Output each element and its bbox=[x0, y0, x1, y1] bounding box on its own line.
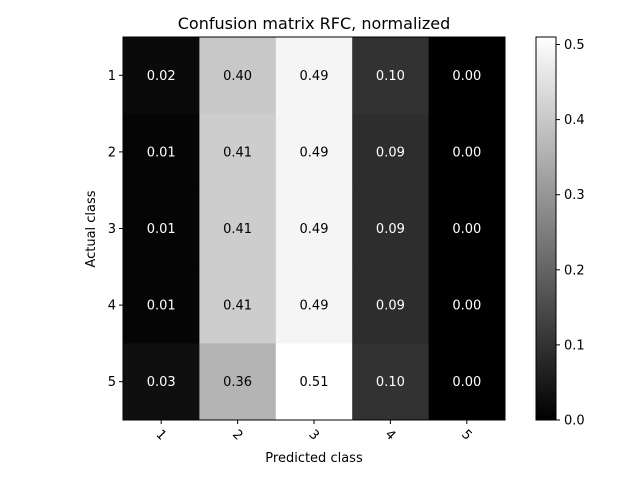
heatmap-cell-r3-c2 bbox=[199, 190, 277, 268]
colorbar-tick-label: 0.4 bbox=[564, 113, 585, 128]
cell-value-label: 0.00 bbox=[452, 299, 481, 314]
cell-value-label: 0.36 bbox=[223, 375, 252, 390]
cell-value-label: 0.49 bbox=[300, 222, 329, 237]
y-tick-label: 2 bbox=[108, 145, 116, 160]
heatmap-cell-r2-c1 bbox=[123, 113, 200, 191]
cell-value-label: 0.09 bbox=[376, 145, 405, 160]
colorbar bbox=[535, 36, 557, 421]
x-axis-label: Predicted class bbox=[265, 451, 363, 466]
cell-value-label: 0.09 bbox=[376, 222, 405, 237]
cell-value-label: 0.41 bbox=[223, 299, 252, 314]
chart-title: Confusion matrix RFC, normalized bbox=[178, 14, 450, 33]
heatmap-cell-r1-c4 bbox=[352, 37, 430, 115]
cell-value-label: 0.10 bbox=[376, 375, 405, 390]
heatmap-cell-r3-c4 bbox=[352, 190, 430, 268]
heatmap-cell-r5-c2 bbox=[199, 343, 277, 421]
heatmap-cell-r1-c1 bbox=[123, 37, 200, 115]
cell-value-label: 0.01 bbox=[147, 222, 176, 237]
heatmap-cell-r5-c1 bbox=[123, 343, 200, 421]
cell-value-label: 0.03 bbox=[147, 375, 176, 390]
heatmap-cell-r5-c4 bbox=[352, 343, 430, 421]
y-tick-label: 4 bbox=[108, 299, 116, 314]
colorbar-tick-label: 0.2 bbox=[564, 263, 585, 278]
y-tick-label: 1 bbox=[108, 69, 116, 84]
cell-value-label: 0.41 bbox=[223, 222, 252, 237]
heatmap-cell-r2-c5 bbox=[428, 113, 506, 191]
colorbar-tick-label: 0.0 bbox=[564, 414, 585, 429]
heatmap-cell-r5-c5 bbox=[428, 343, 506, 421]
heatmap-cell-r4-c2 bbox=[199, 266, 277, 344]
heatmap-cell-r1-c5 bbox=[428, 37, 506, 115]
heatmap-cell-r2-c2 bbox=[199, 113, 277, 191]
cell-value-label: 0.10 bbox=[376, 69, 405, 84]
cell-value-label: 0.49 bbox=[300, 299, 329, 314]
heatmap-cell-r5-c3 bbox=[275, 343, 353, 421]
heatmap-cell-r4-c3 bbox=[275, 266, 353, 344]
colorbar-tick-label: 0.1 bbox=[564, 338, 585, 353]
heatmap-cell-r2-c3 bbox=[275, 113, 353, 191]
cell-value-label: 0.49 bbox=[300, 145, 329, 160]
heatmap-cell-r3-c5 bbox=[428, 190, 506, 268]
heatmap-cell-r4-c1 bbox=[123, 266, 200, 344]
heatmap-cell-r3-c3 bbox=[275, 190, 353, 268]
cell-value-label: 0.00 bbox=[452, 69, 481, 84]
colorbar-tick-label: 0.5 bbox=[564, 38, 585, 53]
cell-value-label: 0.01 bbox=[147, 299, 176, 314]
cell-value-label: 0.00 bbox=[452, 145, 481, 160]
cell-value-label: 0.09 bbox=[376, 299, 405, 314]
y-axis-ticks: 1 2 3 4 5 bbox=[108, 69, 123, 390]
cell-value-label: 0.01 bbox=[147, 145, 176, 160]
cell-value-label: 0.00 bbox=[452, 375, 481, 390]
heatmap-cell-r1-c3 bbox=[275, 37, 353, 115]
cell-value-label: 0.00 bbox=[452, 222, 481, 237]
heatmap-cell-r4-c4 bbox=[352, 266, 430, 344]
y-tick-label: 5 bbox=[108, 375, 116, 390]
cell-value-label: 0.51 bbox=[300, 375, 329, 390]
cell-value-label: 0.40 bbox=[223, 69, 252, 84]
heatmap-cell-r4-c5 bbox=[428, 266, 506, 344]
heatmap-cell-r3-c1 bbox=[123, 190, 200, 268]
heatmap-cells bbox=[123, 37, 506, 421]
colorbar-ticks: 0.0 0.1 0.2 0.3 0.4 0.5 bbox=[556, 38, 585, 429]
cell-value-label: 0.41 bbox=[223, 145, 252, 160]
cell-value-label: 0.02 bbox=[147, 69, 176, 84]
y-tick-label: 3 bbox=[108, 222, 116, 237]
heatmap-cell-labels: 0.02 0.40 0.49 0.10 0.00 0.01 0.41 0.49 0.09 0.00… bbox=[147, 69, 482, 390]
cell-value-label: 0.49 bbox=[300, 69, 329, 84]
colorbar-tick-label: 0.3 bbox=[564, 188, 585, 203]
heatmap-cell-r2-c4 bbox=[352, 113, 430, 191]
y-axis-label: Actual class bbox=[84, 190, 99, 267]
heatmap-cell-r1-c2 bbox=[199, 37, 277, 115]
